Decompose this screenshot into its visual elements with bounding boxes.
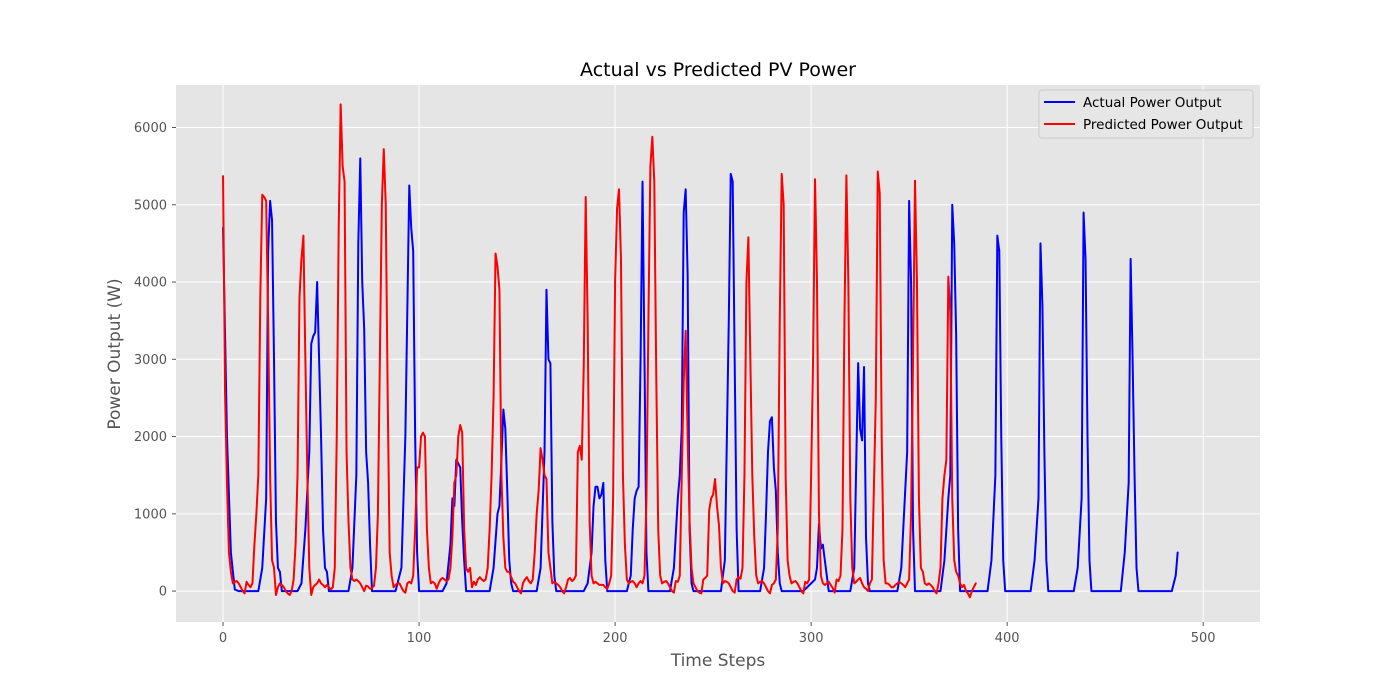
x-ticks: 0 100 200 300 400 500 [219, 622, 1216, 646]
x-tick-label: 200 [603, 631, 628, 646]
y-tick-label: 2000 [134, 430, 167, 445]
y-tick-label: 0 [159, 585, 167, 600]
x-tick-label: 100 [407, 631, 432, 646]
series-line-predicted [222, 103, 977, 599]
y-tick-label: 3000 [134, 353, 167, 368]
x-tick-label: 500 [1191, 631, 1216, 646]
chart-title: Actual vs Predicted PV Power [580, 59, 856, 81]
y-tick-label: 6000 [134, 121, 167, 136]
x-tick-label: 0 [219, 631, 227, 646]
y-tick-label: 5000 [134, 198, 167, 213]
series-line-actual [222, 157, 1179, 593]
legend-box [1038, 89, 1254, 139]
x-axis-label: Time Steps [670, 651, 766, 671]
legend-label-actual: Actual Power Output [1083, 95, 1222, 111]
y-tick-label: 1000 [134, 507, 167, 522]
x-tick-label: 400 [995, 631, 1020, 646]
legend: Actual Power Output Predicted Power Outp… [1038, 89, 1254, 139]
y-axis-label: Power Output (W) [105, 278, 125, 429]
series-group [222, 103, 1179, 599]
legend-label-predicted: Predicted Power Output [1083, 117, 1243, 133]
y-ticks: 0 1000 2000 3000 4000 5000 6000 [134, 121, 176, 600]
y-tick-label: 4000 [134, 276, 167, 291]
x-tick-label: 300 [799, 631, 824, 646]
plot-background [176, 85, 1260, 622]
